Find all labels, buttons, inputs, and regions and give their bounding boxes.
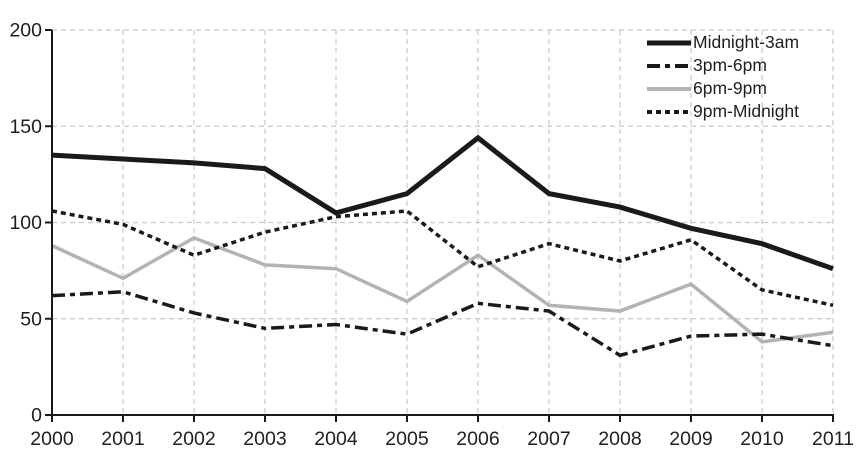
y-tick-label: 50 — [20, 308, 42, 330]
legend-item-6pm-9pm: 6pm-9pm — [646, 77, 799, 100]
legend-label: Midnight-3am — [693, 31, 800, 52]
y-tick-label: 0 — [31, 405, 42, 427]
x-tick-label: 2002 — [172, 428, 215, 450]
y-tick-label: 200 — [9, 20, 42, 42]
legend-line-swatch-dashdot — [647, 63, 691, 68]
series-lines — [51, 134, 834, 358]
x-tick-label: 2008 — [598, 428, 641, 450]
legend-line-swatch-solid-gray — [647, 86, 691, 91]
axes: 0 50 100 150 200 2000 2001 2002 2003 2004 2005 2006… — [9, 20, 854, 451]
x-tick-label: 2004 — [314, 428, 358, 450]
x-tick-label: 2010 — [740, 428, 784, 450]
x-tick-label: 2001 — [101, 428, 144, 450]
x-tick-label: 2011 — [812, 428, 854, 450]
legend-item-9pm-midnight: 9pm-Midnight — [646, 100, 799, 123]
series-line-6pm-9pm — [51, 235, 834, 344]
y-tick-label: 100 — [9, 212, 42, 234]
legend-label: 3pm-6pm — [693, 54, 767, 75]
x-tick-label: 2005 — [385, 428, 429, 450]
x-tick-label: 2003 — [243, 428, 286, 450]
x-tick-label: 2007 — [527, 428, 570, 450]
legend-line-swatch-solid-thick — [647, 40, 691, 45]
legend-item-midnight-3am: Midnight-3am — [646, 31, 799, 54]
legend-label: 9pm-Midnight — [693, 100, 800, 121]
x-tick-label: 2009 — [669, 428, 712, 450]
legend-item-3pm-6pm: 3pm-6pm — [646, 54, 799, 77]
series-line-3pm-6pm — [51, 290, 834, 358]
x-tick-label: 2000 — [30, 428, 74, 450]
gridlines — [52, 29, 834, 415]
chart-legend: Midnight-3am 3pm-6pm 6pm-9pm 9pm-Midnigh… — [646, 31, 799, 123]
legend-line-swatch-dotted — [647, 109, 691, 114]
x-tick-label: 2006 — [456, 428, 499, 450]
legend-label: 6pm-9pm — [693, 77, 767, 98]
y-tick-label: 150 — [9, 116, 42, 138]
series-line-9pm-midnight — [51, 209, 834, 307]
series-line-midnight-3am — [51, 134, 834, 272]
